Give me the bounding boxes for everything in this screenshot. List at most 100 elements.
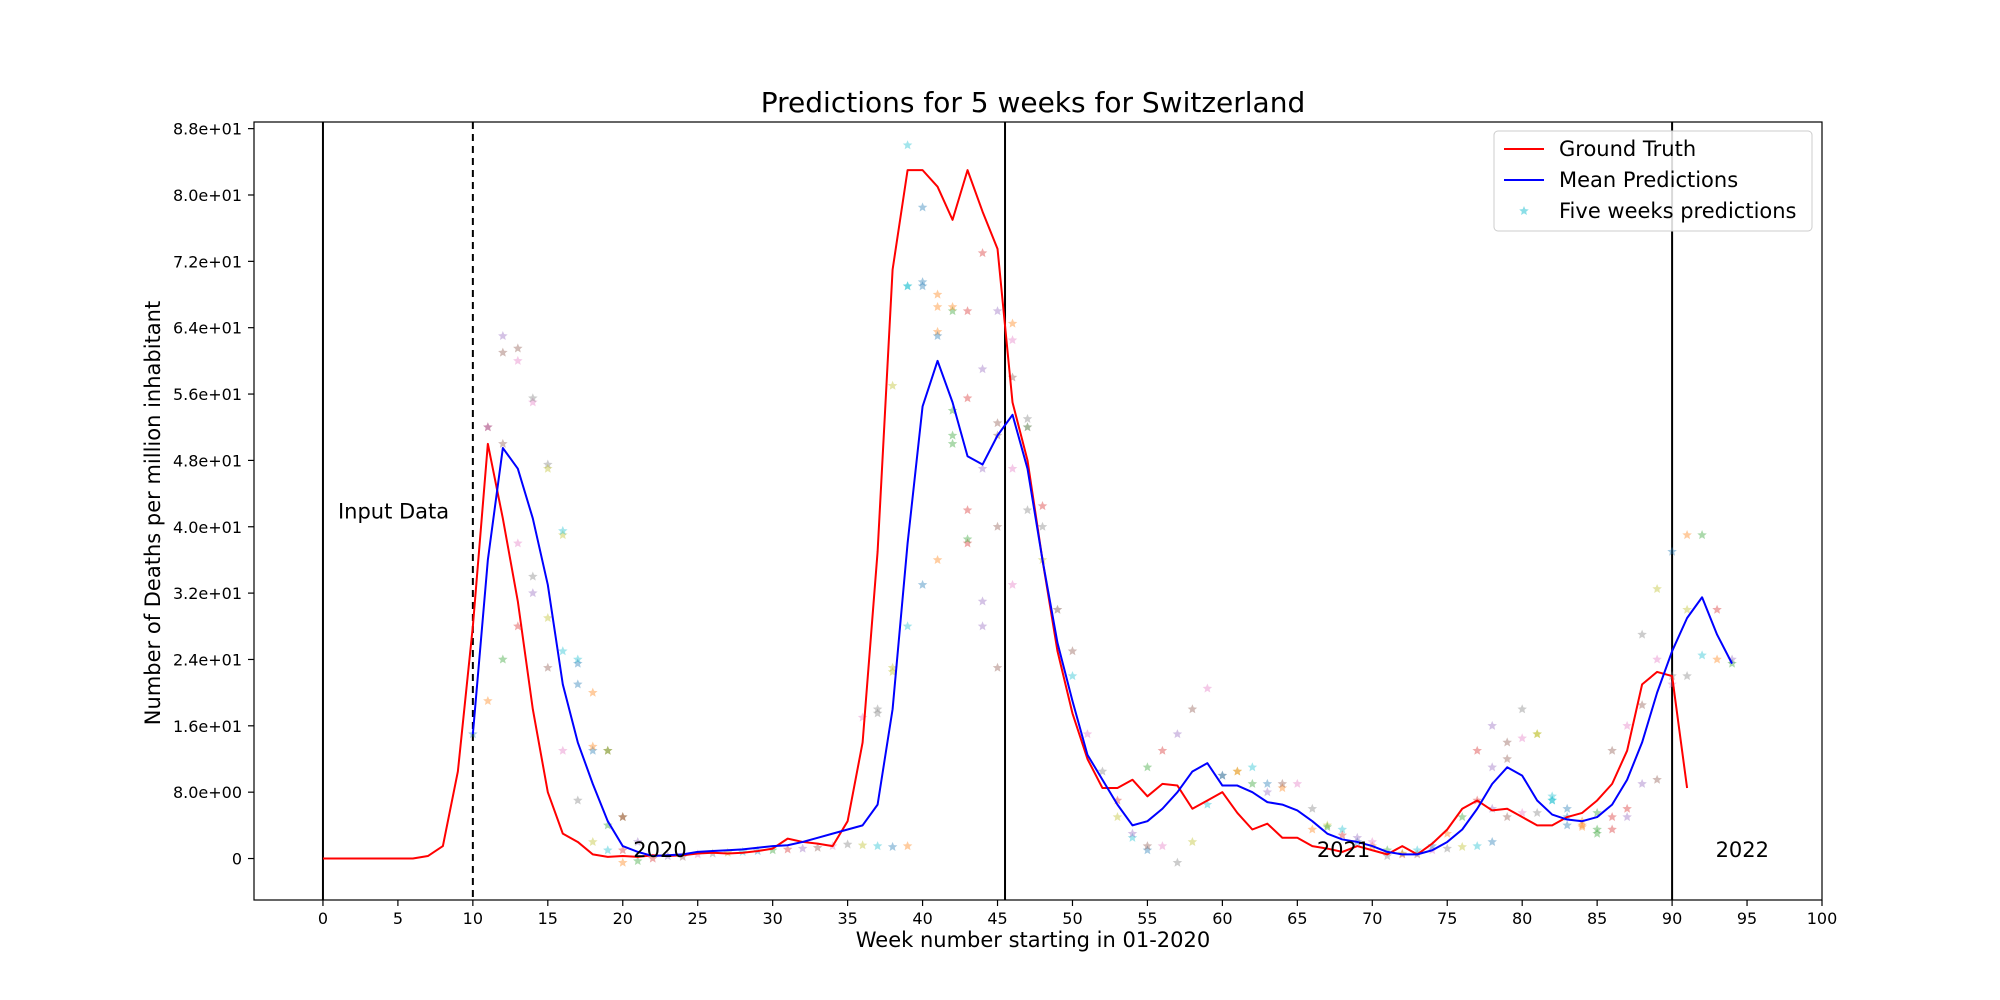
scatter-point bbox=[573, 658, 583, 668]
scatter-point bbox=[1127, 832, 1138, 842]
scatter-point bbox=[902, 281, 913, 291]
scatter-point bbox=[872, 708, 883, 718]
scatter-point bbox=[857, 840, 868, 850]
scatter-point bbox=[1022, 505, 1033, 515]
scatter-point bbox=[528, 393, 538, 403]
scatter-point bbox=[872, 841, 883, 851]
scatter-point bbox=[962, 538, 973, 548]
scatter-point bbox=[872, 704, 883, 714]
scatter-point bbox=[498, 438, 508, 448]
scatter-point bbox=[812, 842, 823, 852]
scatter-point bbox=[1547, 795, 1557, 805]
scatter-point bbox=[887, 380, 898, 390]
scatter-point bbox=[618, 845, 628, 855]
scatter-point bbox=[558, 646, 568, 656]
scatter-point bbox=[1607, 745, 1617, 755]
x-tick-label: 50 bbox=[1062, 909, 1082, 928]
scatter-point bbox=[917, 277, 928, 287]
x-axis-label: Week number starting in 01-2020 bbox=[856, 928, 1210, 952]
scatter-point bbox=[528, 397, 538, 407]
x-tick-label: 90 bbox=[1662, 909, 1682, 928]
scatter-point bbox=[1712, 654, 1722, 664]
scatter-point bbox=[1592, 824, 1602, 834]
scatter-point bbox=[1682, 530, 1692, 540]
scatter-point bbox=[1007, 335, 1018, 345]
scatter-point bbox=[962, 306, 973, 316]
scatter-point bbox=[1232, 766, 1243, 776]
scatter-point bbox=[1637, 700, 1647, 710]
scatter-point bbox=[513, 621, 523, 631]
x-tick-label: 95 bbox=[1737, 909, 1757, 928]
scatter-point bbox=[1472, 745, 1482, 755]
line-series bbox=[471, 359, 1733, 858]
annotation-text: 2021 bbox=[1317, 838, 1370, 862]
legend: Ground Truth Mean Predictions Five weeks p… bbox=[1493, 130, 1813, 232]
x-tick-label: 0 bbox=[318, 909, 328, 928]
scatter-point bbox=[1217, 770, 1228, 780]
scatter-point bbox=[1352, 832, 1363, 842]
scatter-point bbox=[1577, 822, 1587, 832]
scatter-point bbox=[1247, 778, 1258, 788]
scatter-point bbox=[1142, 841, 1153, 851]
scatter-point bbox=[603, 845, 613, 855]
chart-title: Predictions for 5 weeks for Switzerland bbox=[761, 86, 1305, 119]
scatter-point bbox=[588, 741, 598, 751]
scatter-point bbox=[1667, 679, 1677, 689]
y-tick-label: 0 bbox=[232, 850, 242, 869]
scatter-point bbox=[1577, 820, 1587, 830]
scatter-point bbox=[483, 422, 493, 432]
x-tick-label: 40 bbox=[912, 909, 932, 928]
scatter-point bbox=[797, 843, 808, 853]
scatter-point bbox=[573, 679, 583, 689]
x-tick-label: 85 bbox=[1587, 909, 1607, 928]
scatter-point bbox=[1217, 770, 1228, 780]
scatter-point bbox=[932, 330, 943, 341]
scatter-point bbox=[1007, 463, 1018, 473]
scatter-point bbox=[1007, 318, 1018, 328]
legend-star-marker bbox=[1519, 206, 1529, 216]
scatter-point bbox=[1022, 422, 1033, 432]
scatter-point bbox=[1307, 803, 1318, 813]
scatter-point bbox=[1187, 836, 1198, 846]
x-tick-label: 20 bbox=[613, 909, 633, 928]
scatter-point bbox=[1112, 812, 1123, 822]
line-series bbox=[322, 169, 1689, 860]
y-tick-label: 4.8e+01 bbox=[173, 451, 242, 470]
legend-label: Mean Predictions bbox=[1559, 168, 1738, 192]
scatter-point bbox=[1697, 530, 1707, 540]
scatter-point bbox=[1652, 583, 1662, 594]
scatter-point bbox=[1037, 521, 1048, 531]
scatter-point bbox=[1097, 766, 1108, 776]
x-tick-label: 35 bbox=[837, 909, 857, 928]
scatter-point bbox=[722, 847, 733, 857]
x-tick-label: 30 bbox=[762, 909, 782, 928]
annotation-text: 2022 bbox=[1716, 838, 1769, 862]
scatter-point bbox=[588, 687, 598, 697]
scatter-point bbox=[947, 306, 958, 316]
y-tick-label: 8.8e+01 bbox=[173, 120, 242, 139]
scatter-point bbox=[1067, 646, 1078, 656]
scatter-point bbox=[588, 836, 598, 846]
scatter-point bbox=[1277, 778, 1288, 788]
scatter-series bbox=[468, 140, 1737, 867]
scatter-point bbox=[543, 613, 553, 623]
y-axis-label: Number of Deaths per million inhabitant bbox=[141, 301, 165, 725]
scatter-point bbox=[1532, 729, 1542, 739]
scatter-point bbox=[1472, 841, 1482, 851]
scatter-point bbox=[1502, 737, 1512, 747]
scatter-point bbox=[767, 845, 778, 855]
scatter-point bbox=[1067, 671, 1078, 681]
scatter-point bbox=[1652, 774, 1662, 784]
scatter-point bbox=[1367, 836, 1378, 846]
x-tick-label: 25 bbox=[688, 909, 708, 928]
scatter-point bbox=[633, 856, 643, 866]
x-tick-label: 55 bbox=[1137, 909, 1157, 928]
annotation-text: 2020 bbox=[633, 838, 686, 862]
scatter-point bbox=[782, 844, 793, 854]
scatter-point bbox=[1697, 650, 1707, 660]
y-tick-label: 8.0e+00 bbox=[173, 783, 242, 802]
scatter-point bbox=[1532, 729, 1542, 739]
scatter-point bbox=[1487, 720, 1497, 730]
scatter-point bbox=[962, 534, 973, 544]
scatter-point bbox=[513, 343, 523, 353]
